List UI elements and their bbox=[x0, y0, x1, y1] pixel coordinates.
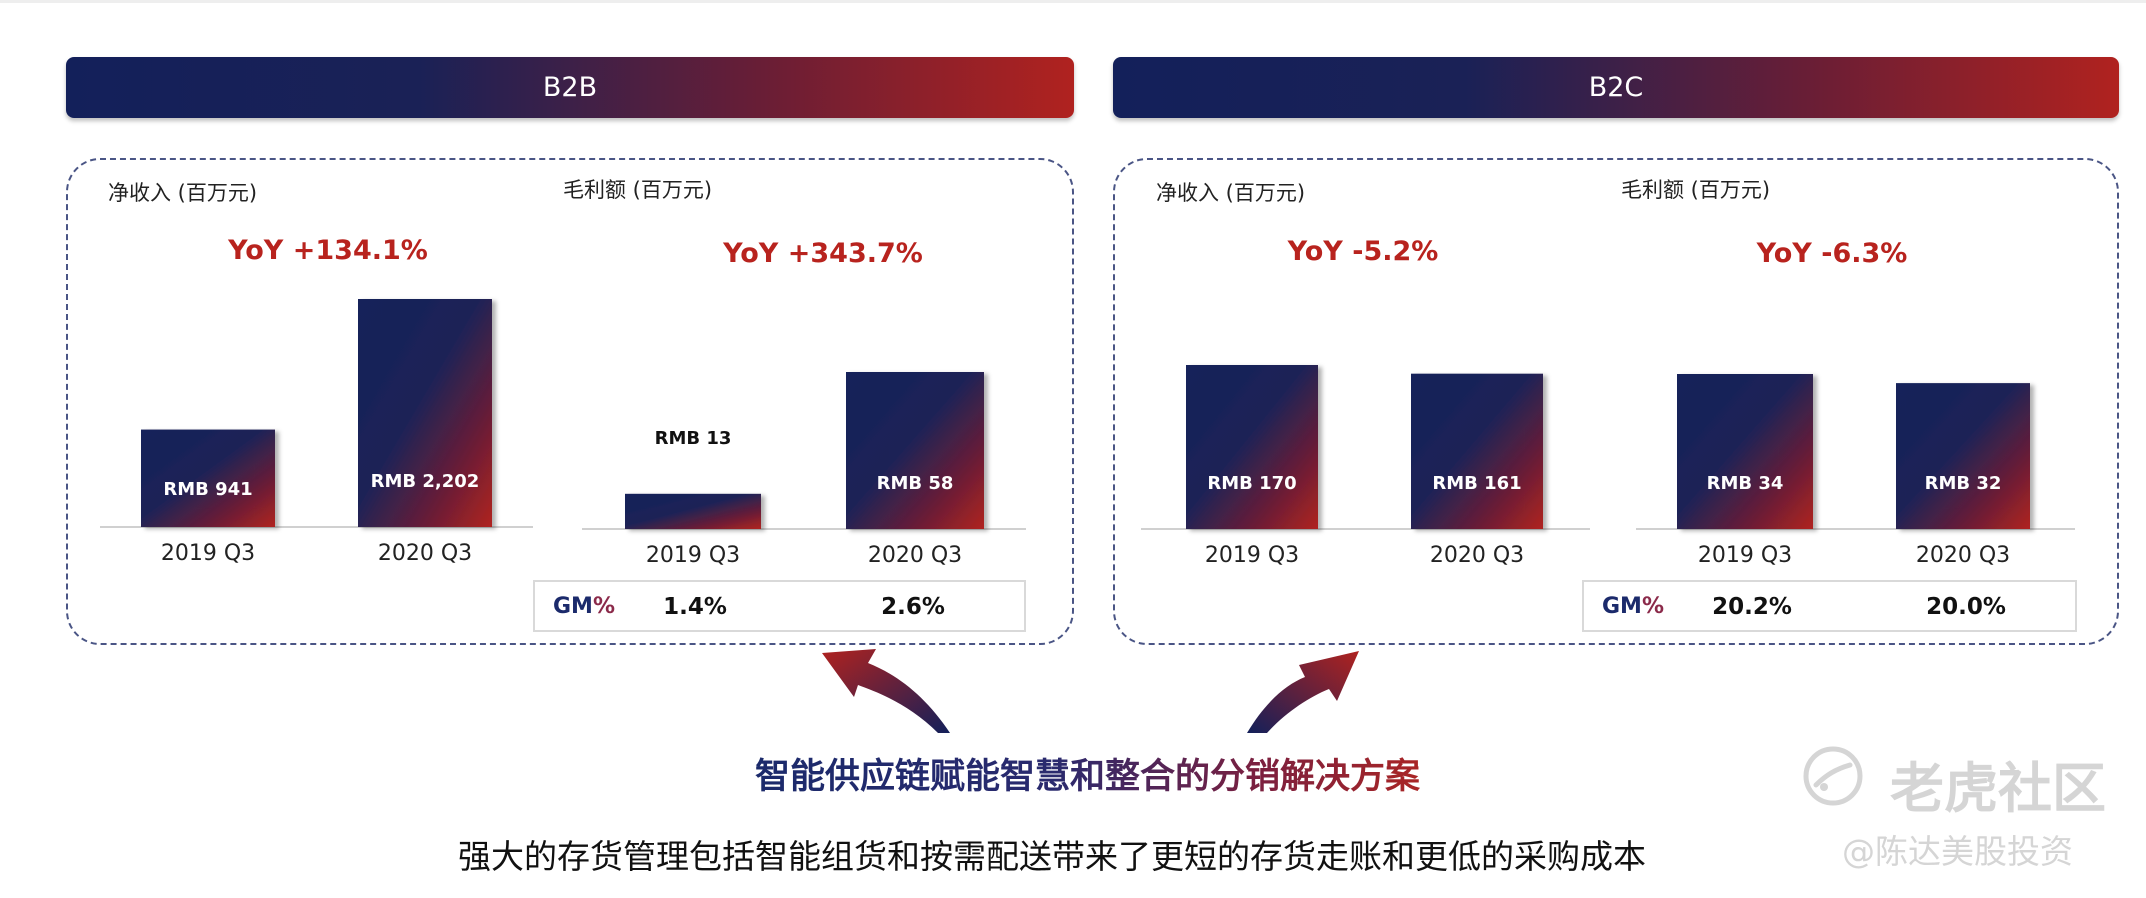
category-tick-label: 2020 Q3 bbox=[378, 541, 472, 566]
data-label: RMB 32 bbox=[1925, 473, 2002, 494]
yoy-revenue-b2c: YoY -5.2% bbox=[1287, 236, 1439, 267]
subline: 强大的存货管理包括智能组货和按需配送带来了更短的存货走账和更低的采购成本 bbox=[458, 837, 1646, 876]
bar bbox=[358, 299, 492, 527]
bar bbox=[1186, 365, 1318, 529]
bar bbox=[141, 429, 275, 527]
revenue-label-b2b: 净收入 (百万元) bbox=[108, 181, 258, 205]
category-tick-label: 2020 Q3 bbox=[1916, 543, 2010, 568]
gm-value-2020: 20.0% bbox=[1926, 594, 2006, 620]
headline: 智能供应链赋能智慧和整合的分销解决方案 bbox=[755, 748, 1420, 799]
segment-header-b2c: B2C bbox=[1113, 57, 2119, 118]
watermark-brand: 老虎社区 bbox=[1890, 757, 2106, 820]
data-label: RMB 2,202 bbox=[371, 471, 480, 492]
revenue-label-b2c: 净收入 (百万元) bbox=[1156, 181, 1306, 205]
gm-value-2019: 1.4% bbox=[663, 594, 727, 620]
segment-title: B2B bbox=[542, 72, 598, 103]
data-label: RMB 170 bbox=[1207, 473, 1296, 494]
data-label: RMB 941 bbox=[163, 479, 252, 500]
yoy-gross-profit-b2c: YoY -6.3% bbox=[1756, 238, 1908, 269]
yoy-revenue-b2b: YoY +134.1% bbox=[228, 235, 428, 266]
panel-b2b bbox=[66, 158, 1074, 645]
gm-value-2019: 20.2% bbox=[1712, 594, 1792, 620]
gross-profit-label-b2b: 毛利额 (百万元) bbox=[563, 178, 713, 202]
category-tick-label: 2019 Q3 bbox=[161, 541, 255, 566]
yoy-gross-profit-b2b: YoY +343.7% bbox=[723, 238, 923, 269]
data-label: RMB 161 bbox=[1432, 473, 1521, 494]
gm-box-b2c: GM% 20.2% 20.0% bbox=[1582, 580, 2077, 632]
curved-arrow-icon bbox=[1247, 651, 1359, 733]
category-tick-label: 2019 Q3 bbox=[1698, 543, 1792, 568]
bar bbox=[625, 493, 761, 529]
watermark-author: @陈达美股投资 bbox=[1842, 832, 2073, 871]
bar bbox=[1411, 373, 1543, 529]
gm-box-b2b: GM% 1.4% 2.6% bbox=[533, 580, 1026, 632]
top-divider bbox=[0, 0, 2146, 3]
segment-header-b2b: B2B bbox=[66, 57, 1074, 118]
category-tick-label: 2019 Q3 bbox=[646, 543, 740, 568]
bar bbox=[846, 372, 984, 529]
data-label: RMB 34 bbox=[1707, 473, 1784, 494]
curved-arrow-icon bbox=[822, 649, 950, 733]
category-tick-label: 2019 Q3 bbox=[1205, 543, 1299, 568]
bar bbox=[1896, 383, 2030, 529]
data-label: RMB 58 bbox=[877, 473, 954, 494]
bar bbox=[1677, 374, 1813, 529]
panel-b2c bbox=[1113, 158, 2119, 645]
segment-title: B2C bbox=[1588, 72, 1644, 103]
data-label: RMB 13 bbox=[655, 428, 732, 449]
category-tick-label: 2020 Q3 bbox=[868, 543, 962, 568]
tiger-community-logo bbox=[1803, 746, 1863, 806]
gm-value-2020: 2.6% bbox=[881, 594, 945, 620]
gross-profit-label-b2c: 毛利额 (百万元) bbox=[1621, 178, 1771, 202]
gm-label: GM% bbox=[553, 594, 615, 619]
gm-label: GM% bbox=[1602, 594, 1664, 619]
category-tick-label: 2020 Q3 bbox=[1430, 543, 1524, 568]
